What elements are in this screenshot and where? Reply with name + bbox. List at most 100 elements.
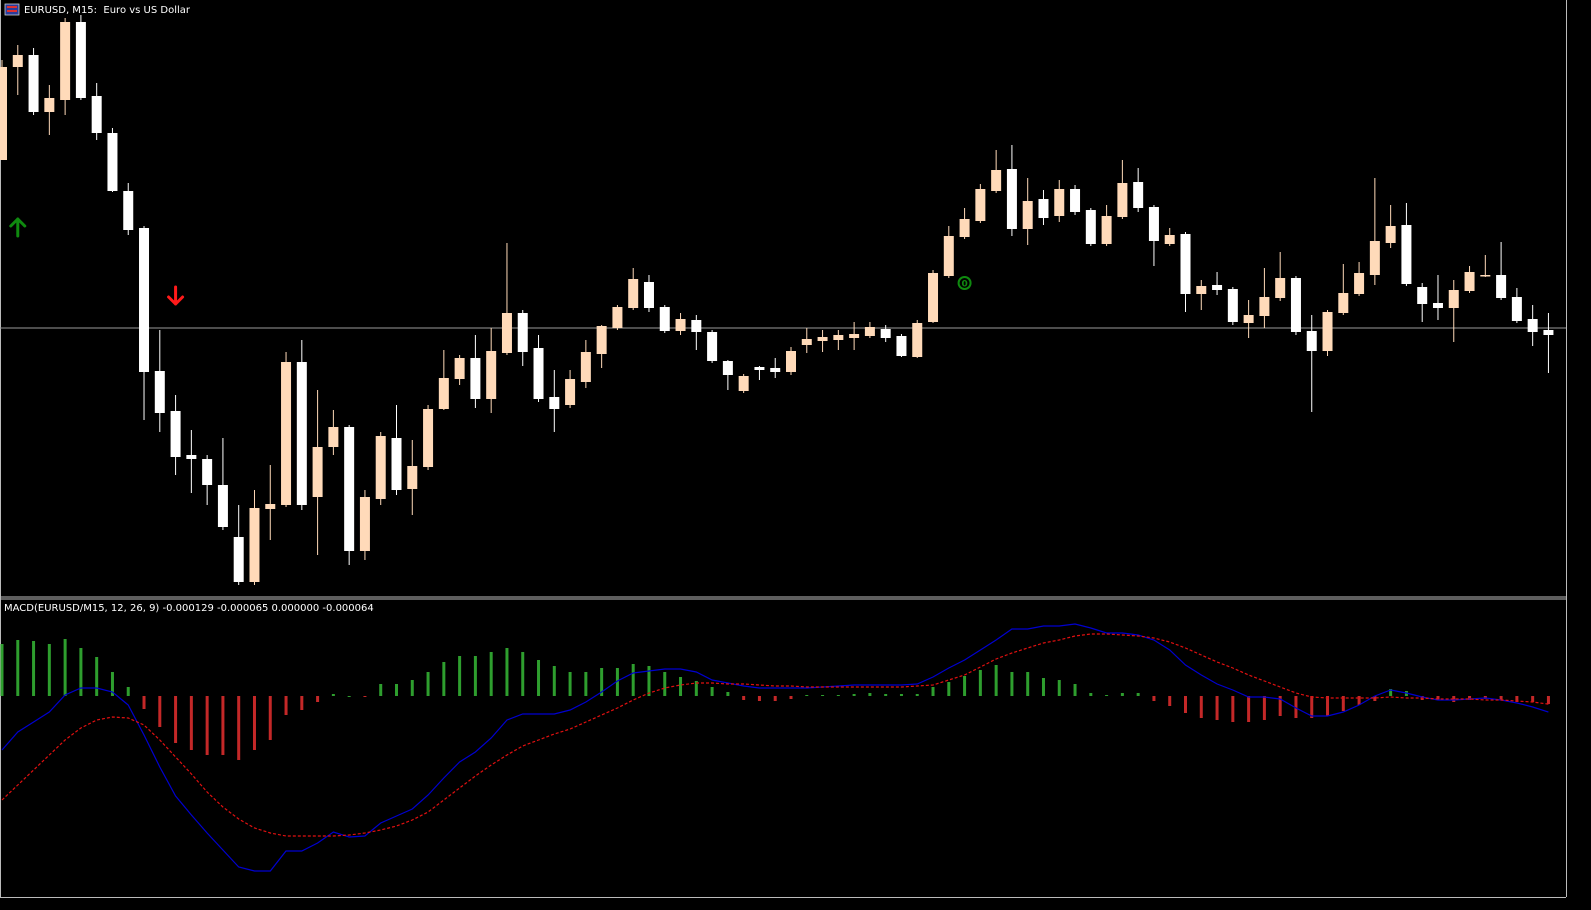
candle-body — [596, 326, 607, 354]
candle-body — [1101, 216, 1112, 244]
histogram-bar — [347, 696, 351, 697]
candle-body — [943, 236, 954, 276]
histogram-bar — [647, 666, 651, 696]
histogram-bar — [174, 696, 178, 743]
histogram-bar — [95, 657, 99, 696]
candle-body — [1432, 303, 1443, 308]
histogram-bar — [1199, 696, 1203, 718]
histogram-bar — [1357, 696, 1361, 705]
candle-body — [407, 466, 418, 489]
candle-body — [1401, 225, 1412, 284]
histogram-bar — [884, 694, 888, 696]
histogram-bar — [789, 696, 793, 699]
candle-body — [1338, 293, 1349, 313]
histogram-bar — [221, 696, 225, 755]
histogram-bar — [1262, 696, 1266, 720]
candle-body — [328, 427, 339, 447]
signal-arrow — [9, 217, 27, 238]
histogram-bar — [489, 652, 493, 696]
histogram-bar — [1373, 696, 1377, 701]
histogram-bar — [189, 696, 193, 750]
candle-body — [975, 189, 986, 221]
candle-body — [0, 67, 7, 160]
histogram-bar — [205, 696, 209, 755]
candle-body — [202, 459, 213, 485]
histogram-bar — [395, 684, 398, 696]
histogram-bar — [1120, 693, 1124, 696]
candle-body — [1480, 275, 1491, 277]
symbol-icon — [4, 3, 20, 16]
candle-body — [454, 358, 465, 379]
histogram-bar — [1231, 696, 1235, 722]
histogram-bar — [1468, 696, 1472, 700]
histogram-bar — [584, 672, 588, 696]
histogram-bar — [1389, 689, 1393, 696]
candle-body — [1148, 207, 1159, 241]
candle-body — [770, 368, 781, 372]
histogram-bar — [1026, 672, 1030, 696]
candle-body — [817, 337, 828, 341]
histogram-bar — [473, 656, 477, 696]
candle-body — [1085, 210, 1096, 244]
candle-body — [233, 537, 244, 582]
candle-body — [628, 279, 639, 308]
candle-body — [1054, 189, 1065, 216]
candle-body — [1290, 278, 1301, 332]
histogram-bar — [600, 668, 604, 696]
candle-body — [1464, 272, 1475, 291]
candle-body — [391, 438, 402, 490]
histogram-bar — [0, 644, 4, 696]
histogram-bar — [1105, 695, 1109, 696]
histogram-bar — [1436, 696, 1440, 700]
histogram-bar — [410, 680, 414, 696]
histogram-bar — [442, 662, 446, 696]
candle-body — [722, 361, 733, 375]
candle-body — [1354, 273, 1365, 294]
candle-body — [44, 98, 55, 112]
histogram-bar — [158, 696, 162, 727]
histogram-bar — [1278, 696, 1282, 716]
histogram-bar — [694, 681, 698, 696]
candle-body — [1527, 319, 1538, 332]
candle-body — [186, 455, 197, 459]
candle-body — [344, 427, 355, 551]
histogram-bar — [16, 640, 20, 696]
histogram-bar — [1057, 680, 1061, 696]
histogram-bar — [1136, 693, 1140, 696]
histogram-bar — [978, 670, 982, 696]
candle-body — [123, 191, 134, 230]
candle-body — [1417, 287, 1428, 304]
histogram-bar — [1499, 696, 1503, 700]
indicator-line — [1, 633, 1549, 837]
candle-body — [580, 352, 591, 382]
candle-body — [501, 313, 512, 353]
candle-body — [707, 332, 718, 361]
candle-body — [880, 329, 891, 338]
histogram-bar — [1326, 696, 1330, 716]
histogram-bar — [568, 672, 572, 696]
histogram-bar — [142, 696, 146, 709]
histogram-bar — [963, 676, 967, 696]
candle-body — [12, 55, 23, 67]
histogram-bar — [805, 695, 809, 696]
histogram-bar — [1089, 693, 1093, 696]
histogram-bar — [757, 696, 761, 701]
indicator-title: MACD(EURUSD/M15, 12, 26, 9) -0.000129 -0… — [4, 603, 374, 614]
histogram-bar — [947, 682, 951, 696]
candle-body — [1369, 241, 1380, 275]
candle-body — [265, 504, 276, 509]
histogram-bar — [126, 687, 130, 696]
candle-body — [1070, 189, 1081, 212]
signal-arrow — [167, 285, 185, 306]
histogram-bar — [679, 677, 683, 696]
candle-body — [170, 411, 181, 457]
candle-body — [75, 22, 86, 98]
histogram-bar — [1294, 696, 1298, 718]
histogram-bar — [1010, 672, 1014, 696]
histogram-bar — [63, 639, 67, 696]
candle-body — [1275, 278, 1286, 298]
histogram-bar — [994, 665, 998, 696]
histogram-bar — [1215, 696, 1219, 720]
candle-body — [1180, 234, 1191, 294]
